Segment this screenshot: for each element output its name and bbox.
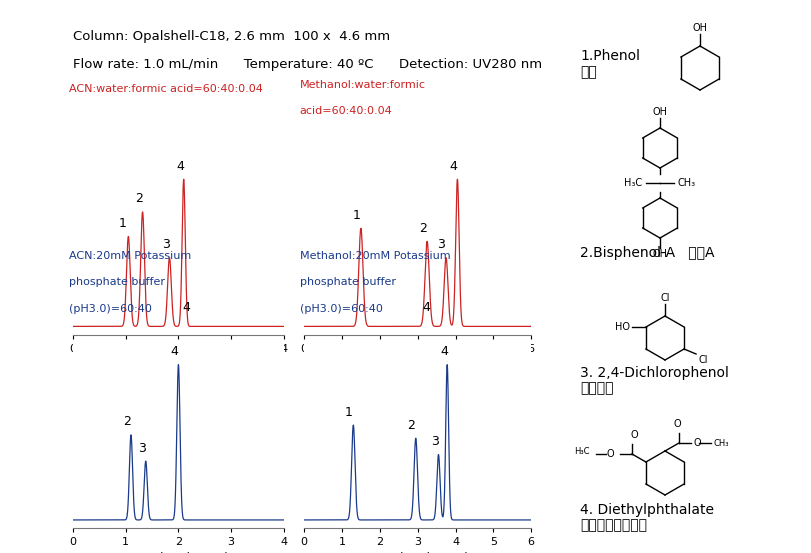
Text: OH: OH: [693, 23, 707, 33]
Text: 1.Phenol: 1.Phenol: [580, 49, 640, 63]
Text: CH₃: CH₃: [678, 178, 696, 188]
Text: O: O: [673, 419, 680, 429]
Text: acid=60:40:0.04: acid=60:40:0.04: [299, 107, 393, 117]
Text: 4: 4: [449, 160, 457, 173]
Text: OH: OH: [653, 249, 667, 259]
Text: CH₃: CH₃: [713, 439, 728, 447]
Text: OH: OH: [653, 107, 667, 117]
X-axis label: Retention time/min: Retention time/min: [361, 551, 474, 553]
Text: 1: 1: [345, 405, 353, 419]
Text: (pH3.0)=60:40: (pH3.0)=60:40: [69, 304, 152, 314]
Text: 4. Diethylphthalate: 4. Diethylphthalate: [580, 503, 714, 517]
Text: HO: HO: [615, 322, 630, 332]
Text: H₃C: H₃C: [574, 447, 590, 456]
Text: 3: 3: [438, 238, 445, 251]
X-axis label: Retention time/min: Retention time/min: [122, 551, 235, 553]
Text: O: O: [630, 430, 637, 440]
Text: 3: 3: [431, 435, 439, 448]
Text: 3: 3: [162, 238, 169, 251]
Text: Column: Opalshell-C18, 2.6 mm  100 x  4.6 mm: Column: Opalshell-C18, 2.6 mm 100 x 4.6 …: [73, 30, 390, 44]
Text: (pH3.0)=60:40: (pH3.0)=60:40: [299, 304, 383, 314]
Text: Methanol:20mM Potassium: Methanol:20mM Potassium: [299, 251, 450, 261]
Text: Cl: Cl: [660, 293, 670, 303]
Text: 2: 2: [407, 419, 415, 432]
Text: phosphate buffer: phosphate buffer: [69, 278, 165, 288]
Text: 4: 4: [423, 301, 430, 314]
Text: Flow rate: 1.0 mL/min      Temperature: 40 ºC      Detection: UV280 nm: Flow rate: 1.0 mL/min Temperature: 40 ºC…: [73, 58, 542, 71]
Text: phosphate buffer: phosphate buffer: [299, 278, 396, 288]
Text: 二氯苯酚: 二氯苯酚: [580, 381, 613, 395]
Text: ACN:water:formic acid=60:40:0.04: ACN:water:formic acid=60:40:0.04: [69, 84, 263, 94]
X-axis label: Retention time/min: Retention time/min: [361, 358, 474, 371]
Text: 2: 2: [418, 222, 427, 235]
Text: 1: 1: [119, 217, 127, 230]
Text: 3. 2,4-Dichlorophenol: 3. 2,4-Dichlorophenol: [580, 366, 729, 380]
Text: 邻苯二甲酸二乙酯: 邻苯二甲酸二乙酯: [580, 518, 647, 532]
Text: 3: 3: [138, 441, 146, 455]
Text: Cl: Cl: [698, 355, 707, 365]
Text: H₃C: H₃C: [624, 178, 642, 188]
X-axis label: Retention time/min: Retention time/min: [122, 358, 235, 371]
Text: 4: 4: [176, 160, 184, 173]
Text: ACN:20mM Potassium: ACN:20mM Potassium: [69, 251, 191, 261]
Text: 2: 2: [122, 415, 131, 429]
Text: 4: 4: [440, 345, 448, 358]
Text: 4: 4: [182, 301, 191, 314]
Text: O: O: [607, 449, 614, 459]
Text: O: O: [693, 438, 701, 448]
Text: Methanol:water:formic: Methanol:water:formic: [299, 80, 426, 90]
Text: 1: 1: [353, 208, 360, 222]
Text: 苯酚: 苯酚: [580, 65, 597, 79]
Text: 4: 4: [171, 345, 178, 358]
Text: 2.Bisphenol-A   双酚A: 2.Bisphenol-A 双酚A: [580, 246, 714, 260]
Text: 2: 2: [135, 192, 143, 205]
